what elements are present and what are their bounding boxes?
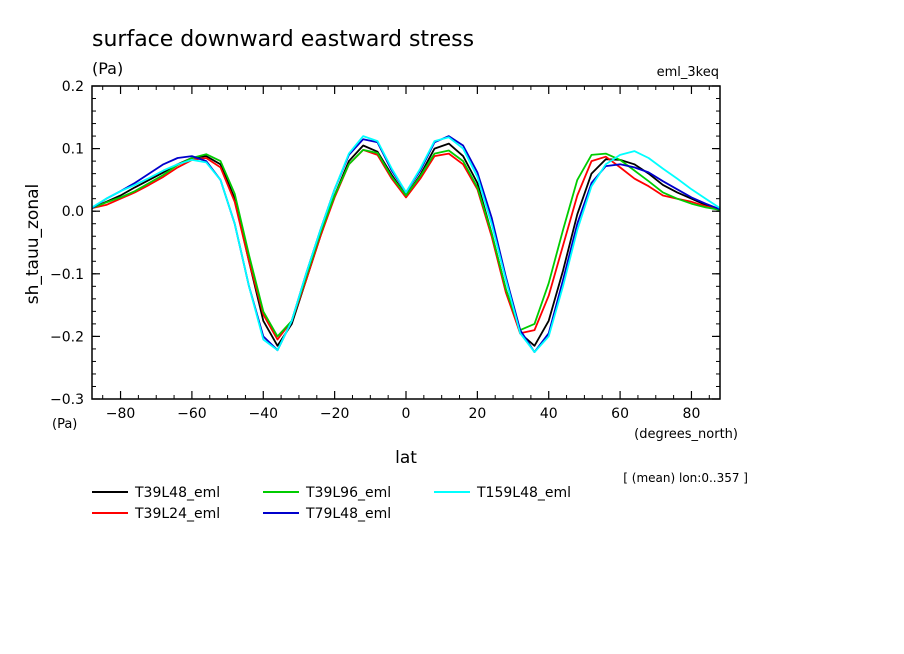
legend-label: T79L48_eml xyxy=(305,506,391,522)
x-tick-label: 0 xyxy=(402,406,411,422)
x-tick-label: −20 xyxy=(320,406,350,422)
chart-title: surface downward eastward stress xyxy=(92,27,474,52)
series-line-t39l96-eml xyxy=(91,148,721,338)
y-tick-label: −0.1 xyxy=(50,267,84,283)
x-axis-label: lat xyxy=(395,448,417,468)
x-tick-label: −60 xyxy=(177,406,207,422)
x-tick-label: 60 xyxy=(611,406,629,422)
x-tick-label: 80 xyxy=(683,406,701,422)
series-line-t159l48-eml xyxy=(91,135,721,354)
y-tick-label: 0.1 xyxy=(62,142,84,158)
x-units-label: (degrees_north) xyxy=(634,427,738,442)
series-line-t79l48-eml xyxy=(91,135,721,354)
y-tick-label: −0.2 xyxy=(50,329,84,345)
y-tick-label: 0.0 xyxy=(62,204,84,220)
legend: T39L48_eml T39L24_eml T39L96_eml T79L48_eml… xyxy=(92,485,571,522)
legend-label: T39L96_eml xyxy=(305,485,391,501)
subtitle: [ (mean) lon:0..357 ] xyxy=(623,471,748,485)
y-tick-label: −0.3 xyxy=(50,392,84,408)
x-tick-labels: −80 −60 −40 −20 0 20 40 60 80 xyxy=(106,406,701,422)
tick-layer xyxy=(92,85,720,400)
y-tick-labels: −0.3 −0.2 −0.1 0.0 0.1 0.2 xyxy=(50,79,84,408)
legend-label: T39L48_eml xyxy=(134,485,220,501)
legend-label: T159L48_eml xyxy=(476,485,571,501)
plot-frame xyxy=(91,85,721,400)
x-tick-label: 40 xyxy=(540,406,558,422)
y-units-bottom: (Pa) xyxy=(52,417,77,432)
x-tick-label: −40 xyxy=(248,406,278,422)
legend-label: T39L24_eml xyxy=(134,506,220,522)
experiment-label: eml_3keq xyxy=(657,65,719,80)
series-line-t39l48-eml xyxy=(91,142,721,347)
x-tick-label: 20 xyxy=(468,406,486,422)
y-axis-label: sh_tauu_zonal xyxy=(23,184,43,305)
series-layer xyxy=(91,135,721,354)
y-tick-label: 0.2 xyxy=(62,79,84,95)
x-tick-label: −80 xyxy=(106,406,136,422)
series-line-t39l24-eml xyxy=(91,148,721,341)
units-label: (Pa) xyxy=(92,59,123,78)
